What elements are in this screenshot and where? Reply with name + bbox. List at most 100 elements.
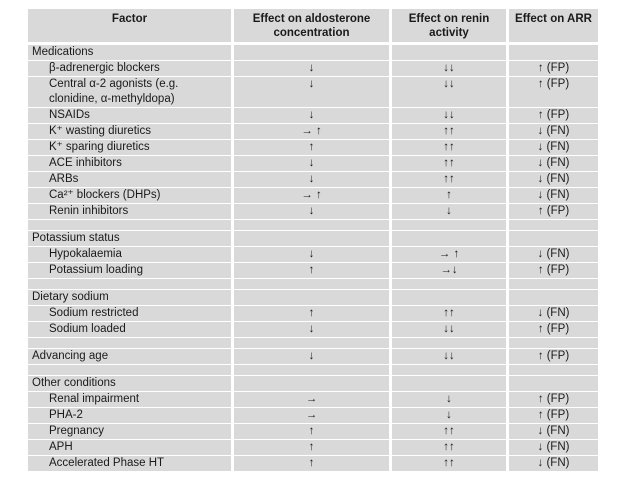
arr-cell: ↑ (FP) xyxy=(506,263,598,278)
spacer-cell xyxy=(231,279,389,289)
arr-cell: ↓ (FN) xyxy=(506,440,598,455)
aldosterone-cell: ↓ xyxy=(231,61,389,76)
arr-cell: ↑ (FP) xyxy=(506,322,598,337)
arr-cell: ↑ (FP) xyxy=(506,349,598,364)
aldosterone-cell: ↓ xyxy=(231,156,389,171)
aldosterone-cell: ↓ xyxy=(231,247,389,262)
table-row: PHA-2 → ↓ ↑ (FP) xyxy=(28,408,598,423)
arr-cell: ↓ (FN) xyxy=(506,140,598,155)
table-row: NSAIDs ↓ ↓↓ ↑ (FP) xyxy=(28,108,598,123)
factor-cell: ARBs xyxy=(28,172,231,187)
factor-cell: Sodium loaded xyxy=(28,322,231,337)
table-row: Sodium restricted ↑ ↑↑ ↓ (FN) xyxy=(28,306,598,321)
factor-cell: β-adrenergic blockers xyxy=(28,61,231,76)
arr-cell: ↓ (FN) xyxy=(506,172,598,187)
aldosterone-cell: ↓ xyxy=(231,108,389,123)
arr-cell: ↑ (FP) xyxy=(506,392,598,407)
factor-cell: K⁺ wasting diuretics xyxy=(28,124,231,139)
aldosterone-cell: ↓ xyxy=(231,172,389,187)
aldosterone-cell: → xyxy=(231,408,389,423)
arr-cell: ↓ (FN) xyxy=(506,456,598,471)
arr-cell: ↑ (FP) xyxy=(506,77,598,107)
arr-cell: ↓ (FN) xyxy=(506,188,598,203)
aldosterone-cell: ↑ xyxy=(231,424,389,439)
aldosterone-cell: → xyxy=(231,392,389,407)
factor-cell: Sodium restricted xyxy=(28,306,231,321)
spacer-cell xyxy=(389,365,506,375)
renin-cell: ↓ xyxy=(389,204,506,219)
factor-cell: Potassium loading xyxy=(28,263,231,278)
header-arr: Effect on ARR xyxy=(506,9,598,44)
factor-cell: ACE inhibitors xyxy=(28,156,231,171)
factor-cell: Renin inhibitors xyxy=(28,204,231,219)
table-row: Accelerated Phase HT ↑ ↑↑ ↓ (FN) xyxy=(28,456,598,471)
table-header: Factor Effect on aldosterone concentrati… xyxy=(28,9,598,44)
aldosterone-cell: → ↑ xyxy=(231,188,389,203)
header-factor: Factor xyxy=(28,9,231,44)
renin-cell: ↑↑ xyxy=(389,440,506,455)
renin-cell xyxy=(389,290,506,305)
table-row: Advancing age ↓ ↓↓ ↑ (FP) xyxy=(28,349,598,364)
spacer-cell xyxy=(389,279,506,289)
aldosterone-cell xyxy=(231,231,389,246)
spacer-row xyxy=(28,338,598,348)
factor-cell: PHA-2 xyxy=(28,408,231,423)
arr-cell: ↓ (FN) xyxy=(506,424,598,439)
arr-cell: ↓ (FN) xyxy=(506,306,598,321)
spacer-cell xyxy=(389,338,506,348)
arr-cell: ↓ (FN) xyxy=(506,156,598,171)
arr-factors-table: Factor Effect on aldosterone concentrati… xyxy=(28,8,598,472)
arr-cell: ↑ (FP) xyxy=(506,408,598,423)
factor-cell: Advancing age xyxy=(28,349,231,364)
table-row: Hypokalaemia ↓ → ↑ ↓ (FN) xyxy=(28,247,598,262)
renin-cell: ↑↑ xyxy=(389,156,506,171)
factor-cell: Ca²⁺ blockers (DHPs) xyxy=(28,188,231,203)
table-row: ACE inhibitors ↓ ↑↑ ↓ (FN) xyxy=(28,156,598,171)
arr-cell: ↑ (FP) xyxy=(506,61,598,76)
aldosterone-cell: ↓ xyxy=(231,204,389,219)
spacer-cell xyxy=(231,220,389,230)
aldosterone-cell: ↑ xyxy=(231,440,389,455)
aldosterone-cell: → ↑ xyxy=(231,124,389,139)
renin-cell: ↓↓ xyxy=(389,77,506,107)
factor-cell: Accelerated Phase HT xyxy=(28,456,231,471)
spacer-cell xyxy=(506,220,598,230)
spacer-cell xyxy=(506,365,598,375)
factor-cell: Renal impairment xyxy=(28,392,231,407)
factor-cell: Dietary sodium xyxy=(28,290,231,305)
factor-cell: NSAIDs xyxy=(28,108,231,123)
table-row: K⁺ wasting diuretics → ↑ ↑↑ ↓ (FN) xyxy=(28,124,598,139)
aldosterone-cell xyxy=(231,45,389,60)
aldosterone-cell: ↓ xyxy=(231,322,389,337)
factor-cell: Potassium status xyxy=(28,231,231,246)
arr-cell: ↑ (FP) xyxy=(506,204,598,219)
spacer-row xyxy=(28,220,598,230)
table-row: Sodium loaded ↓ ↓↓ ↑ (FP) xyxy=(28,322,598,337)
table-row: K⁺ sparing diuretics ↑ ↑↑ ↓ (FN) xyxy=(28,140,598,155)
arr-cell xyxy=(506,45,598,60)
spacer-row xyxy=(28,365,598,375)
arr-cell xyxy=(506,231,598,246)
spacer-cell xyxy=(28,279,231,289)
header-renin: Effect on renin activity xyxy=(389,9,506,44)
spacer-cell xyxy=(389,220,506,230)
renin-cell: ↑↑ xyxy=(389,124,506,139)
arr-cell: ↑ (FP) xyxy=(506,108,598,123)
header-row: Factor Effect on aldosterone concentrati… xyxy=(28,9,598,44)
aldosterone-cell: ↑ xyxy=(231,263,389,278)
table-row: Pregnancy ↑ ↑↑ ↓ (FN) xyxy=(28,424,598,439)
renin-cell: ↓ xyxy=(389,408,506,423)
renin-cell: ↑↑ xyxy=(389,424,506,439)
spacer-cell xyxy=(506,279,598,289)
table-row: Renin inhibitors ↓ ↓ ↑ (FP) xyxy=(28,204,598,219)
spacer-cell xyxy=(231,338,389,348)
renin-cell: ↓↓ xyxy=(389,108,506,123)
renin-cell: ↑↑ xyxy=(389,140,506,155)
arr-cell xyxy=(506,376,598,391)
aldosterone-cell: ↑ xyxy=(231,140,389,155)
renin-cell: ↓ xyxy=(389,392,506,407)
factor-cell: Other conditions xyxy=(28,376,231,391)
spacer-cell xyxy=(28,338,231,348)
aldosterone-cell: ↓ xyxy=(231,349,389,364)
table-row: Central α-2 agonists (e.g. clonidine, α-… xyxy=(28,77,598,107)
